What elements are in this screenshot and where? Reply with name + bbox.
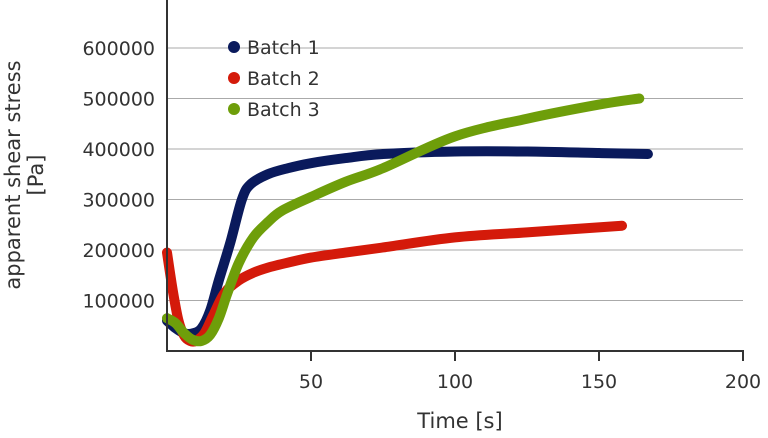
x-tick-label: 100 (437, 371, 473, 393)
x-tick-label: 200 (725, 371, 761, 393)
y-tick-label: 400000 (82, 139, 155, 161)
series-line-batch-3 (162, 93, 645, 347)
legend: Batch 1 Batch 2 Batch 3 (228, 37, 320, 121)
legend-label: Batch 2 (247, 68, 320, 90)
y-axis-label-line1: apparent shear stress (1, 60, 25, 289)
x-tick-label: 150 (581, 371, 617, 393)
grid (167, 47, 743, 301)
x-tick-label: 50 (299, 371, 323, 393)
y-tick-label: 100000 (82, 291, 155, 313)
y-tick-label: 300000 (82, 190, 155, 212)
y-axis-label-line2: [Pa] (24, 155, 48, 196)
legend-marker (228, 72, 240, 84)
y-tick-label: 500000 (82, 89, 155, 111)
legend-label: Batch 1 (247, 37, 320, 59)
x-axis-label: Time [s] (416, 409, 502, 433)
legend-marker (228, 103, 240, 115)
series-group (162, 93, 653, 347)
y-tick-label: 200000 (82, 240, 155, 262)
y-tick-label: 600000 (82, 38, 155, 60)
legend-label: Batch 3 (247, 99, 320, 121)
legend-marker (228, 41, 240, 53)
series-line-batch-1 (162, 146, 653, 339)
ticks: 100000 200000 300000 400000 500000 600000 50 10… (82, 38, 761, 393)
